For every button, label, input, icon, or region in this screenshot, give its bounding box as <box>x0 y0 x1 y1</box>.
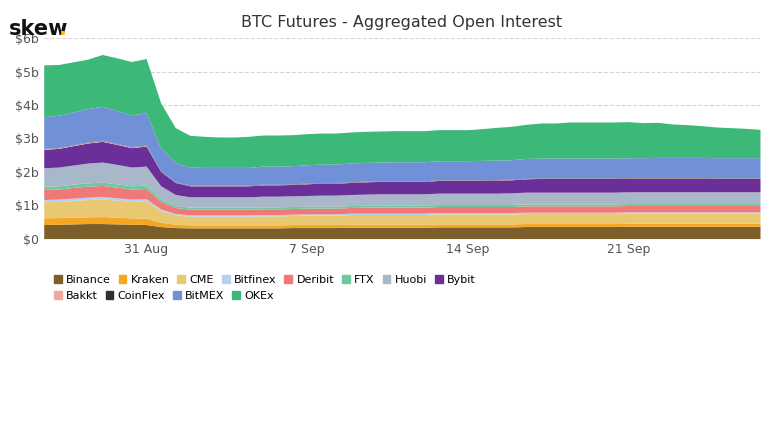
Text: skew: skew <box>9 19 69 39</box>
Title: BTC Futures - Aggregated Open Interest: BTC Futures - Aggregated Open Interest <box>241 15 563 30</box>
Legend: Bakkt, CoinFlex, BitMEX, OKEx: Bakkt, CoinFlex, BitMEX, OKEx <box>50 286 279 305</box>
Text: .: . <box>59 19 67 39</box>
